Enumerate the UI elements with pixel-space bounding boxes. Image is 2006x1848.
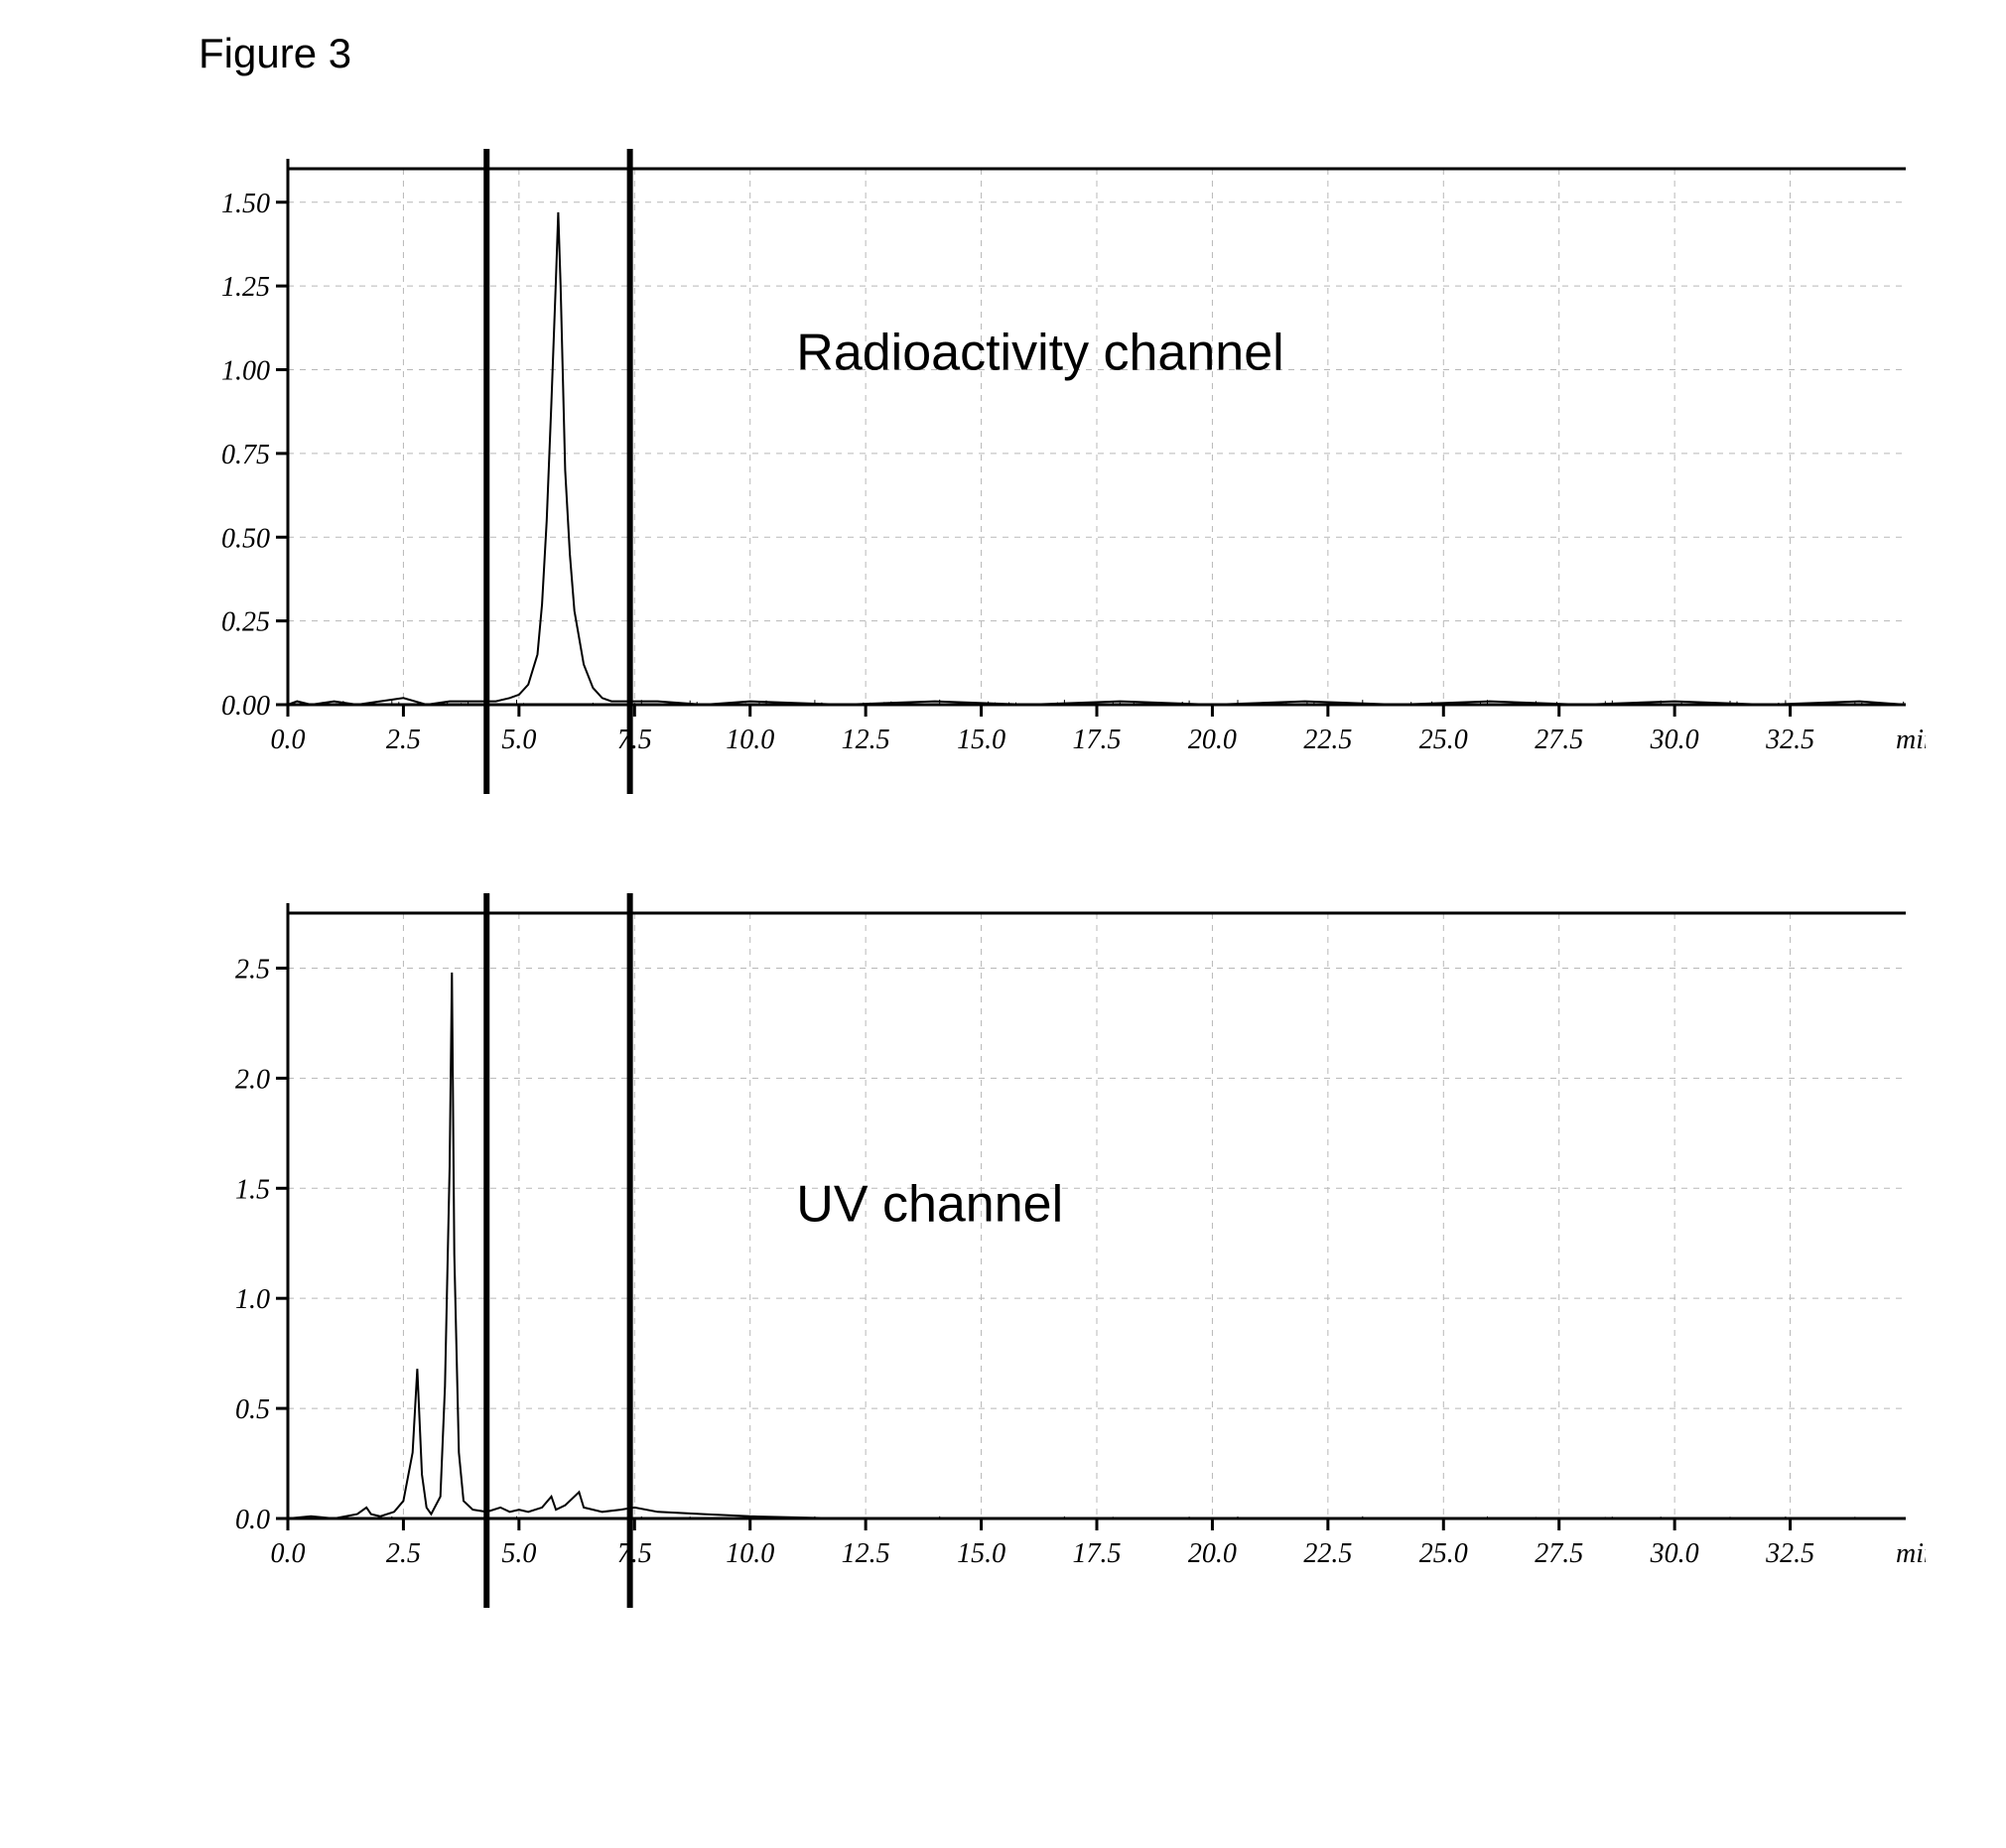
xtick-label: 30.0 xyxy=(1650,1538,1699,1569)
xtick-label: 32.5 xyxy=(1765,725,1814,755)
xtick-label: 15.0 xyxy=(957,1538,1005,1569)
figure-title: Figure 3 xyxy=(199,30,351,77)
xtick-label: 0.0 xyxy=(271,1538,306,1569)
xtick-label: 17.5 xyxy=(1073,725,1122,755)
xtick-label: 5.0 xyxy=(501,1538,536,1569)
xtick-label: 27.5 xyxy=(1535,725,1583,755)
ytick-label: 1.5 xyxy=(235,1174,270,1205)
x-unit-label: min xyxy=(1896,1538,1926,1569)
chromatogram-trace xyxy=(288,973,1906,1518)
xtick-label: 22.5 xyxy=(1303,725,1352,755)
ytick-label: 0.5 xyxy=(235,1394,270,1425)
xtick-label: 12.5 xyxy=(842,725,890,755)
xtick-label: 5.0 xyxy=(501,725,536,755)
xtick-label: 15.0 xyxy=(957,725,1005,755)
ytick-label: 0.50 xyxy=(221,523,270,554)
ytick-label: 2.5 xyxy=(235,954,270,985)
uv-chart: 0.0 0.5 1.0 1.5 2.0 2.5 0.0 2.5 5.0 7.5 10.0 12.5 15… xyxy=(179,893,1926,1608)
xtick-label: 2.5 xyxy=(386,1538,421,1569)
xtick-label: 0.0 xyxy=(271,725,306,755)
xtick-label: 22.5 xyxy=(1303,1538,1352,1569)
ytick-label: 0.00 xyxy=(221,691,270,722)
ytick-label: 1.25 xyxy=(221,272,270,303)
xtick-label: 12.5 xyxy=(842,1538,890,1569)
channel-label: Radioactivity channel xyxy=(796,325,1283,382)
xtick-label: 20.0 xyxy=(1188,1538,1237,1569)
radioactivity-chart: 0.00 0.25 0.50 0.75 1.00 1.25 1.50 0.0 2.5 5.0 7.5… xyxy=(179,149,1926,794)
xtick-label: 17.5 xyxy=(1073,1538,1122,1569)
ytick-label: 0.25 xyxy=(221,607,270,638)
ytick-label: 2.0 xyxy=(235,1064,270,1095)
ytick-label: 1.0 xyxy=(235,1284,270,1315)
xtick-label: 7.5 xyxy=(617,725,652,755)
xtick-label: 27.5 xyxy=(1535,1538,1583,1569)
ytick-label: 1.00 xyxy=(221,356,270,387)
xtick-label: 20.0 xyxy=(1188,725,1237,755)
xtick-label: 2.5 xyxy=(386,725,421,755)
xtick-label: 10.0 xyxy=(726,1538,774,1569)
x-unit-label: min xyxy=(1896,725,1926,755)
ytick-label: 0.0 xyxy=(235,1505,270,1535)
channel-label: UV channel xyxy=(796,1176,1063,1234)
xtick-label: 25.0 xyxy=(1419,1538,1468,1569)
page: { "figure_title": "Figure 3", "colors": … xyxy=(0,0,2006,1848)
xtick-label: 25.0 xyxy=(1419,725,1468,755)
xtick-label: 30.0 xyxy=(1650,725,1699,755)
xtick-label: 32.5 xyxy=(1765,1538,1814,1569)
ytick-label: 0.75 xyxy=(221,440,270,470)
ytick-label: 1.50 xyxy=(221,189,270,219)
xtick-label: 10.0 xyxy=(726,725,774,755)
xtick-label: 7.5 xyxy=(617,1538,652,1569)
